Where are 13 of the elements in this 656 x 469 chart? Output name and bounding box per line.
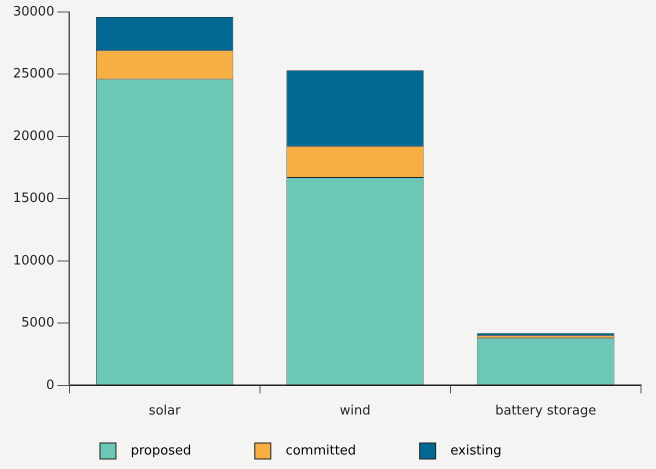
legend-label: proposed	[122, 443, 241, 458]
x-tick-label: wind	[340, 404, 371, 419]
y-tick-label: 25000	[12, 66, 54, 82]
legend-label: existing	[442, 443, 552, 458]
y-tick-label: 0	[46, 378, 54, 393]
y-tick-label: 15000	[12, 191, 54, 206]
x-tick-label: solar	[148, 404, 182, 419]
y-tick-label: 10000	[12, 253, 54, 268]
legend-label: committed	[277, 443, 406, 458]
x-tick-label: battery storage	[495, 404, 596, 419]
y-tick-label: 5000	[21, 316, 54, 331]
y-tick-label: 30000	[12, 4, 54, 20]
y-tick-label: 20000	[12, 128, 54, 144]
